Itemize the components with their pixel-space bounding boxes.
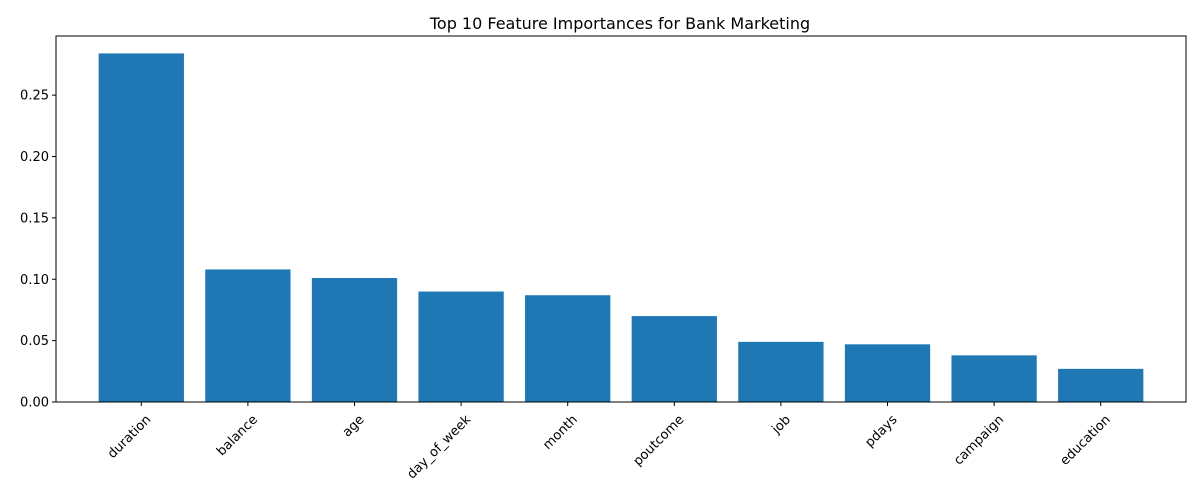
bar-month	[525, 295, 611, 402]
bar-campaign	[951, 355, 1037, 402]
bar-duration	[98, 53, 184, 403]
bars-layer	[98, 53, 1144, 403]
bar-balance	[205, 269, 291, 402]
bar-poutcome	[631, 316, 717, 402]
y-tick-label: 0.05	[20, 334, 49, 349]
x-tick-label-education: education	[1058, 412, 1114, 468]
x-tick-label-pdays: pdays	[862, 412, 900, 450]
y-tick-label: 0.20	[20, 150, 49, 165]
y-tick-label: 0.15	[20, 211, 49, 226]
chart-title: Top 10 Feature Importances for Bank Mark…	[429, 14, 810, 33]
x-tick-label-month: month	[540, 412, 580, 452]
plot-frame	[55, 35, 1187, 403]
x-tick-label-day_of_week: day_of_week	[404, 412, 474, 482]
x-tick-label-campaign: campaign	[951, 412, 1007, 468]
bar-pdays	[844, 344, 931, 402]
x-tick-label-age: age	[340, 412, 368, 440]
x-tick-label-poutcome: poutcome	[631, 412, 688, 469]
bar-education	[1058, 368, 1144, 402]
y-tick-label: 0.25	[20, 89, 49, 104]
x-axis: duration balance age day_of_week month poutco…	[105, 402, 1114, 482]
x-tick-label-job: job	[769, 412, 794, 437]
y-axis: 0.00 0.05 0.10 0.15 0.20 0.25	[20, 89, 56, 411]
x-tick-label-duration: duration	[105, 412, 154, 461]
bar-day_of_week	[418, 291, 504, 402]
bar-job	[738, 341, 824, 402]
bar-age	[311, 278, 398, 402]
y-tick-label: 0.00	[20, 396, 49, 411]
x-tick-label-balance: balance	[214, 412, 261, 459]
y-tick-label: 0.10	[20, 273, 49, 288]
